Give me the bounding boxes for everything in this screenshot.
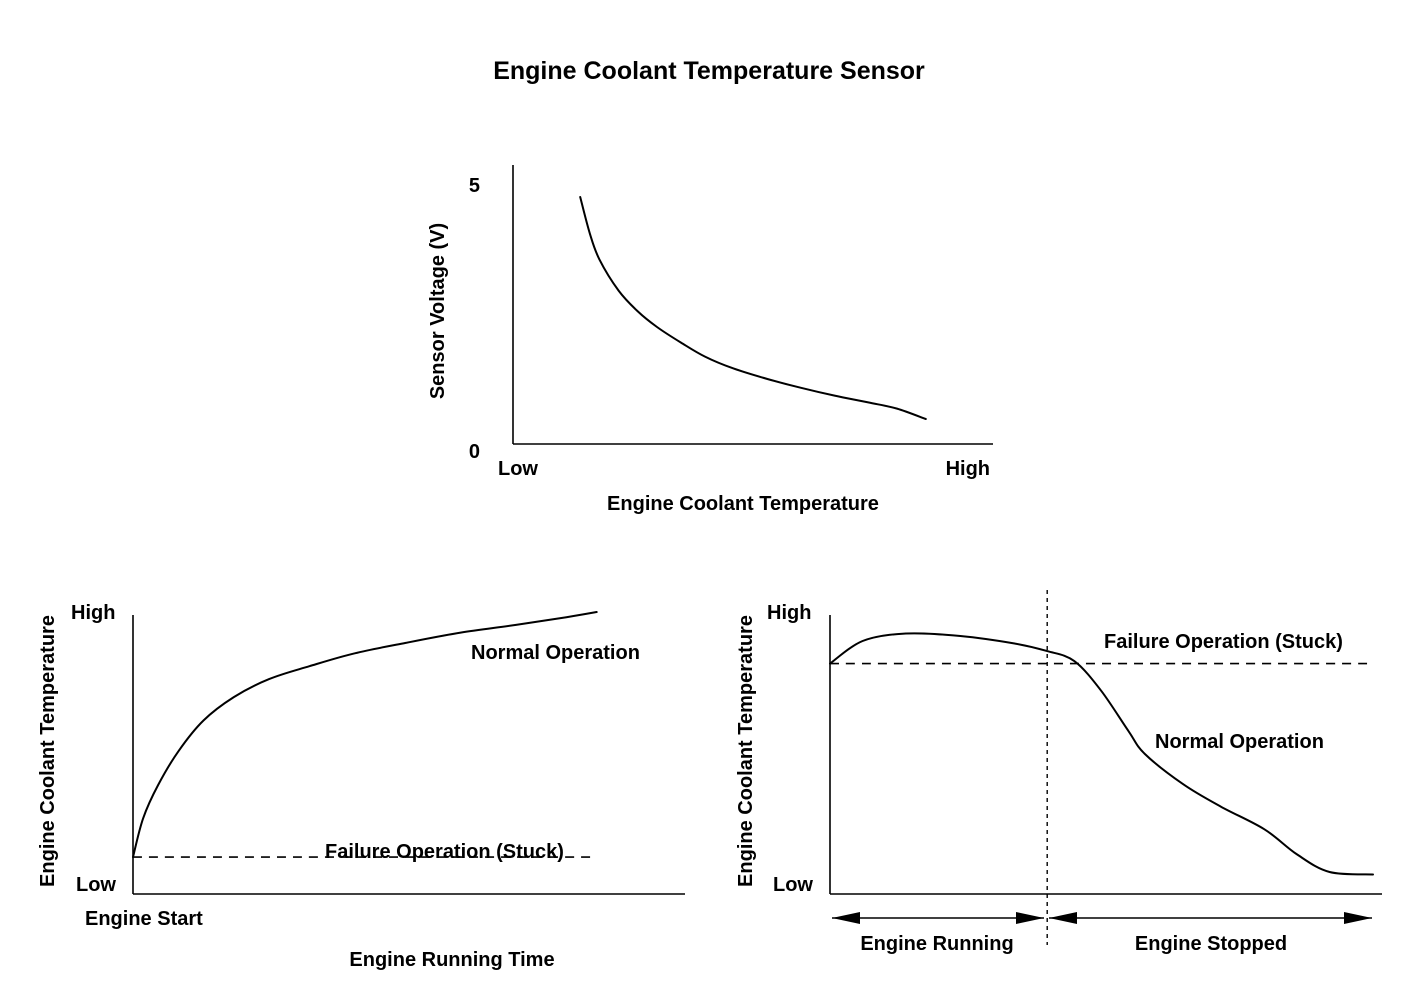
chart2-normal-curve [132,611,598,859]
phase-label-running: Engine Running [860,933,1013,955]
chart2-x-axis-label: Engine Running Time [349,949,554,971]
chart1-y-axis-label: Sensor Voltage (V) [427,223,449,399]
chart3-normal-curve [829,632,1374,876]
chart3-y-axis-label: Engine Coolant Temperature [735,615,757,887]
chart1-x-axis-label: Engine Coolant Temperature [607,493,879,515]
running-arrow-left-head [832,912,860,924]
chart-cooldown: High Low Engine Coolant Temperature Fail… [735,590,1382,955]
chart-warmup: High Low Engine Start Engine Running Tim… [37,602,685,971]
chart3-normal-label: Normal Operation [1155,731,1324,753]
chart1-y-tick-low: 0 [469,441,480,463]
chart1-x-tick-low: Low [498,458,538,480]
chart3-y-tick-high: High [767,602,811,624]
chart2-normal-label: Normal Operation [471,642,640,664]
chart2-stuck-label: Failure Operation (Stuck) [325,841,564,863]
chart1-voltage-curve [579,196,927,420]
stopped-arrow-left-head [1049,912,1077,924]
chart-sensor-voltage: 5 0 Low High Engine Coolant Temperature … [427,165,993,515]
chart3-stuck-label: Failure Operation (Stuck) [1104,631,1343,653]
running-arrow-right-head [1016,912,1044,924]
chart1-y-tick-high: 5 [469,175,480,197]
chart2-y-axis-label: Engine Coolant Temperature [37,615,59,887]
chart2-y-tick-low: Low [76,874,116,896]
chart2-x-tick-start: Engine Start [85,908,203,930]
figure-title: Engine Coolant Temperature Sensor [493,57,925,85]
chart2-y-tick-high: High [71,602,115,624]
phase-label-stopped: Engine Stopped [1135,933,1287,955]
chart3-y-tick-low: Low [773,874,813,896]
chart1-x-tick-high: High [946,458,990,480]
stopped-arrow-right-head [1344,912,1372,924]
